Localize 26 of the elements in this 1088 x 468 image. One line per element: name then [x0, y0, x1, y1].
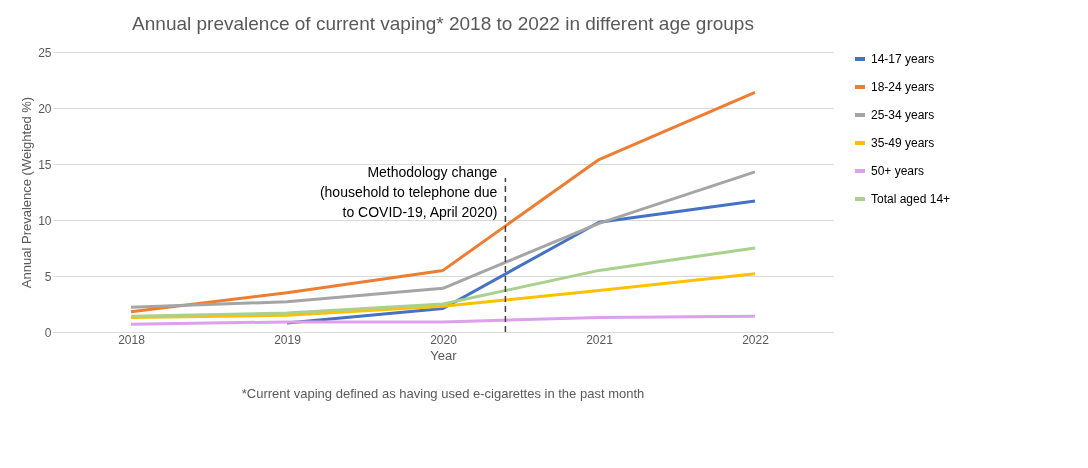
y-axis-title: Annual Prevalence (Weighted %) [19, 96, 35, 289]
x-axis-title: Year [430, 347, 458, 363]
line-series [129, 246, 757, 318]
line-series [129, 90, 757, 314]
legend-label: Total aged 14+ [871, 192, 951, 206]
x-tick-label: 2019 [274, 332, 302, 347]
y-tick-label: 25 [38, 45, 52, 60]
y-tick-label: 10 [38, 213, 52, 228]
y-tick-label: 15 [38, 157, 52, 172]
legend-label: 14-17 years [871, 52, 935, 66]
chart-title: Annual prevalence of current vaping* 2018 to 2022 in different age groups [132, 13, 754, 34]
x-tick-label: 2022 [742, 332, 770, 347]
legend-label: 18-24 years [871, 80, 935, 94]
legend-label: 35-49 years [871, 136, 935, 150]
legend-label: 50+ years [871, 164, 925, 178]
legend-label: 25-34 years [871, 108, 935, 122]
y-tick-label: 20 [38, 101, 52, 116]
line-series [129, 272, 757, 319]
x-tick-label: 2018 [118, 332, 146, 347]
ref-line-label: Methodology change (household to telephone due to COVID-19, April 2020) [319, 164, 498, 220]
y-tick-label: 0 [44, 325, 52, 340]
x-tick-label: 2021 [586, 332, 614, 347]
x-tick-label: 2020 [430, 332, 458, 347]
y-tick-label: 5 [44, 269, 52, 284]
line-series [129, 314, 757, 326]
text: *Current vaping defined as having used e-cigarettes in the past month [241, 386, 645, 401]
